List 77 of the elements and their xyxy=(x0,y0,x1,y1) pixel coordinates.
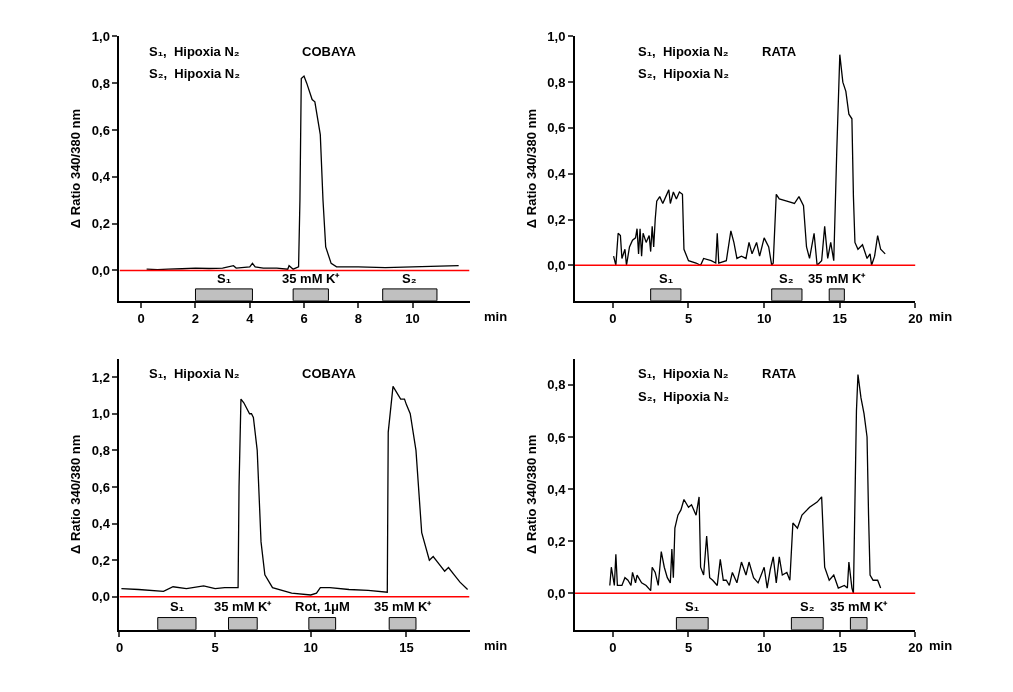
x-tick-label: 0 xyxy=(115,640,124,656)
y-axis-title: Δ Ratio 340/380 nm xyxy=(523,108,539,229)
y-tick-label: 0,0 xyxy=(91,589,110,605)
x-tick-label: 2 xyxy=(191,311,200,327)
x-tick-label: 10 xyxy=(303,640,318,656)
y-tick-label: 0,4 xyxy=(547,481,567,497)
x-tick-label: 0 xyxy=(137,311,145,327)
band-label: 35 mM K⁺ xyxy=(282,271,341,286)
y-tick-label: 1,0 xyxy=(91,28,110,44)
y-tick-label: 0,6 xyxy=(547,429,566,445)
y-tick-label: 0,8 xyxy=(91,75,110,91)
x-tick-label: 5 xyxy=(684,311,693,327)
x-tick-label: 5 xyxy=(684,640,693,656)
x-tick-label: 20 xyxy=(908,640,923,656)
x-tick-label: 8 xyxy=(354,311,362,327)
annotation: S₁, Hipoxia N₂ xyxy=(638,366,729,381)
annotation: S₂, Hipoxia N₂ xyxy=(638,66,730,81)
y-tick-label: 0,4 xyxy=(91,516,111,532)
y-tick-label: 0,4 xyxy=(91,169,111,185)
x-tick-label: 6 xyxy=(300,311,308,327)
y-axis-title: Δ Ratio 340/380 nm xyxy=(523,434,539,554)
band-label: Rot, 1μM xyxy=(295,599,350,614)
band-label: S₂ xyxy=(402,271,417,286)
annotation: S₂, Hipoxia N₂ xyxy=(638,389,730,404)
y-tick-label: 0,0 xyxy=(547,257,566,273)
band-label: 35 mM K⁺ xyxy=(808,271,867,286)
band-label: S₁ xyxy=(217,271,232,286)
annotation: S₂, Hipoxia N₂ xyxy=(149,66,241,81)
y-tick-label: 0,8 xyxy=(547,74,566,90)
band-label: 35 mM K⁺ xyxy=(830,599,889,614)
band-label: S₁ xyxy=(659,271,674,286)
y-tick-label: 0,6 xyxy=(547,120,566,136)
y-tick-label: 0,6 xyxy=(91,122,110,138)
y-tick-label: 0,2 xyxy=(547,212,566,228)
annotation: S₁, Hipoxia N₂ xyxy=(638,44,729,59)
band-label: S₂ xyxy=(800,599,815,614)
band-label: 35 mM K⁺ xyxy=(374,599,433,614)
x-tick-label: 10 xyxy=(756,640,772,656)
line-series xyxy=(120,385,469,596)
x-tick-label: 15 xyxy=(832,311,848,327)
y-tick-label: 0,2 xyxy=(547,533,566,549)
y-tick-label: 1,0 xyxy=(547,28,566,44)
y-tick-label: 0,2 xyxy=(91,552,110,568)
x-tick-label: 10 xyxy=(405,311,420,327)
x-tick-label: 4 xyxy=(246,311,255,327)
annotation: COBAYA xyxy=(302,44,357,59)
x-tick-label: 15 xyxy=(832,640,848,656)
x-axis-title: min xyxy=(484,309,508,324)
x-tick-label: 15 xyxy=(399,640,414,656)
annotation: S₁, Hipoxia N₂ xyxy=(149,366,240,381)
band-label: S₂ xyxy=(779,271,794,286)
x-axis-title: min xyxy=(929,309,953,324)
annotation: RATA xyxy=(762,44,797,59)
y-tick-label: 0,8 xyxy=(91,442,110,458)
y-tick-label: 1,2 xyxy=(91,369,110,385)
x-tick-label: 5 xyxy=(211,640,219,656)
x-tick-label: 10 xyxy=(756,311,772,327)
band-label: S₁ xyxy=(170,599,185,614)
x-tick-label: 20 xyxy=(908,311,923,327)
y-axis-title: Δ Ratio 340/380 nm xyxy=(68,434,84,554)
y-axis-title: Δ Ratio 340/380 nm xyxy=(68,108,84,229)
annotation: S₁, Hipoxia N₂ xyxy=(149,44,240,59)
annotation: RATA xyxy=(762,366,797,381)
y-tick-label: 0,0 xyxy=(547,585,566,601)
annotation: COBAYA xyxy=(302,366,357,381)
band-label: 35 mM K⁺ xyxy=(214,599,273,614)
y-tick-label: 0,6 xyxy=(91,479,110,495)
x-tick-label: 0 xyxy=(609,311,617,327)
x-axis-title: min xyxy=(484,638,508,653)
band-label: S₁ xyxy=(685,599,700,614)
x-tick-label: 0 xyxy=(609,640,617,656)
y-tick-label: 0,0 xyxy=(91,262,110,278)
y-tick-label: 1,0 xyxy=(91,406,110,422)
y-tick-label: 0,4 xyxy=(547,166,567,182)
y-tick-label: 0,2 xyxy=(91,216,110,232)
y-tick-label: 0,8 xyxy=(547,377,566,393)
x-axis-title: min xyxy=(929,638,953,653)
